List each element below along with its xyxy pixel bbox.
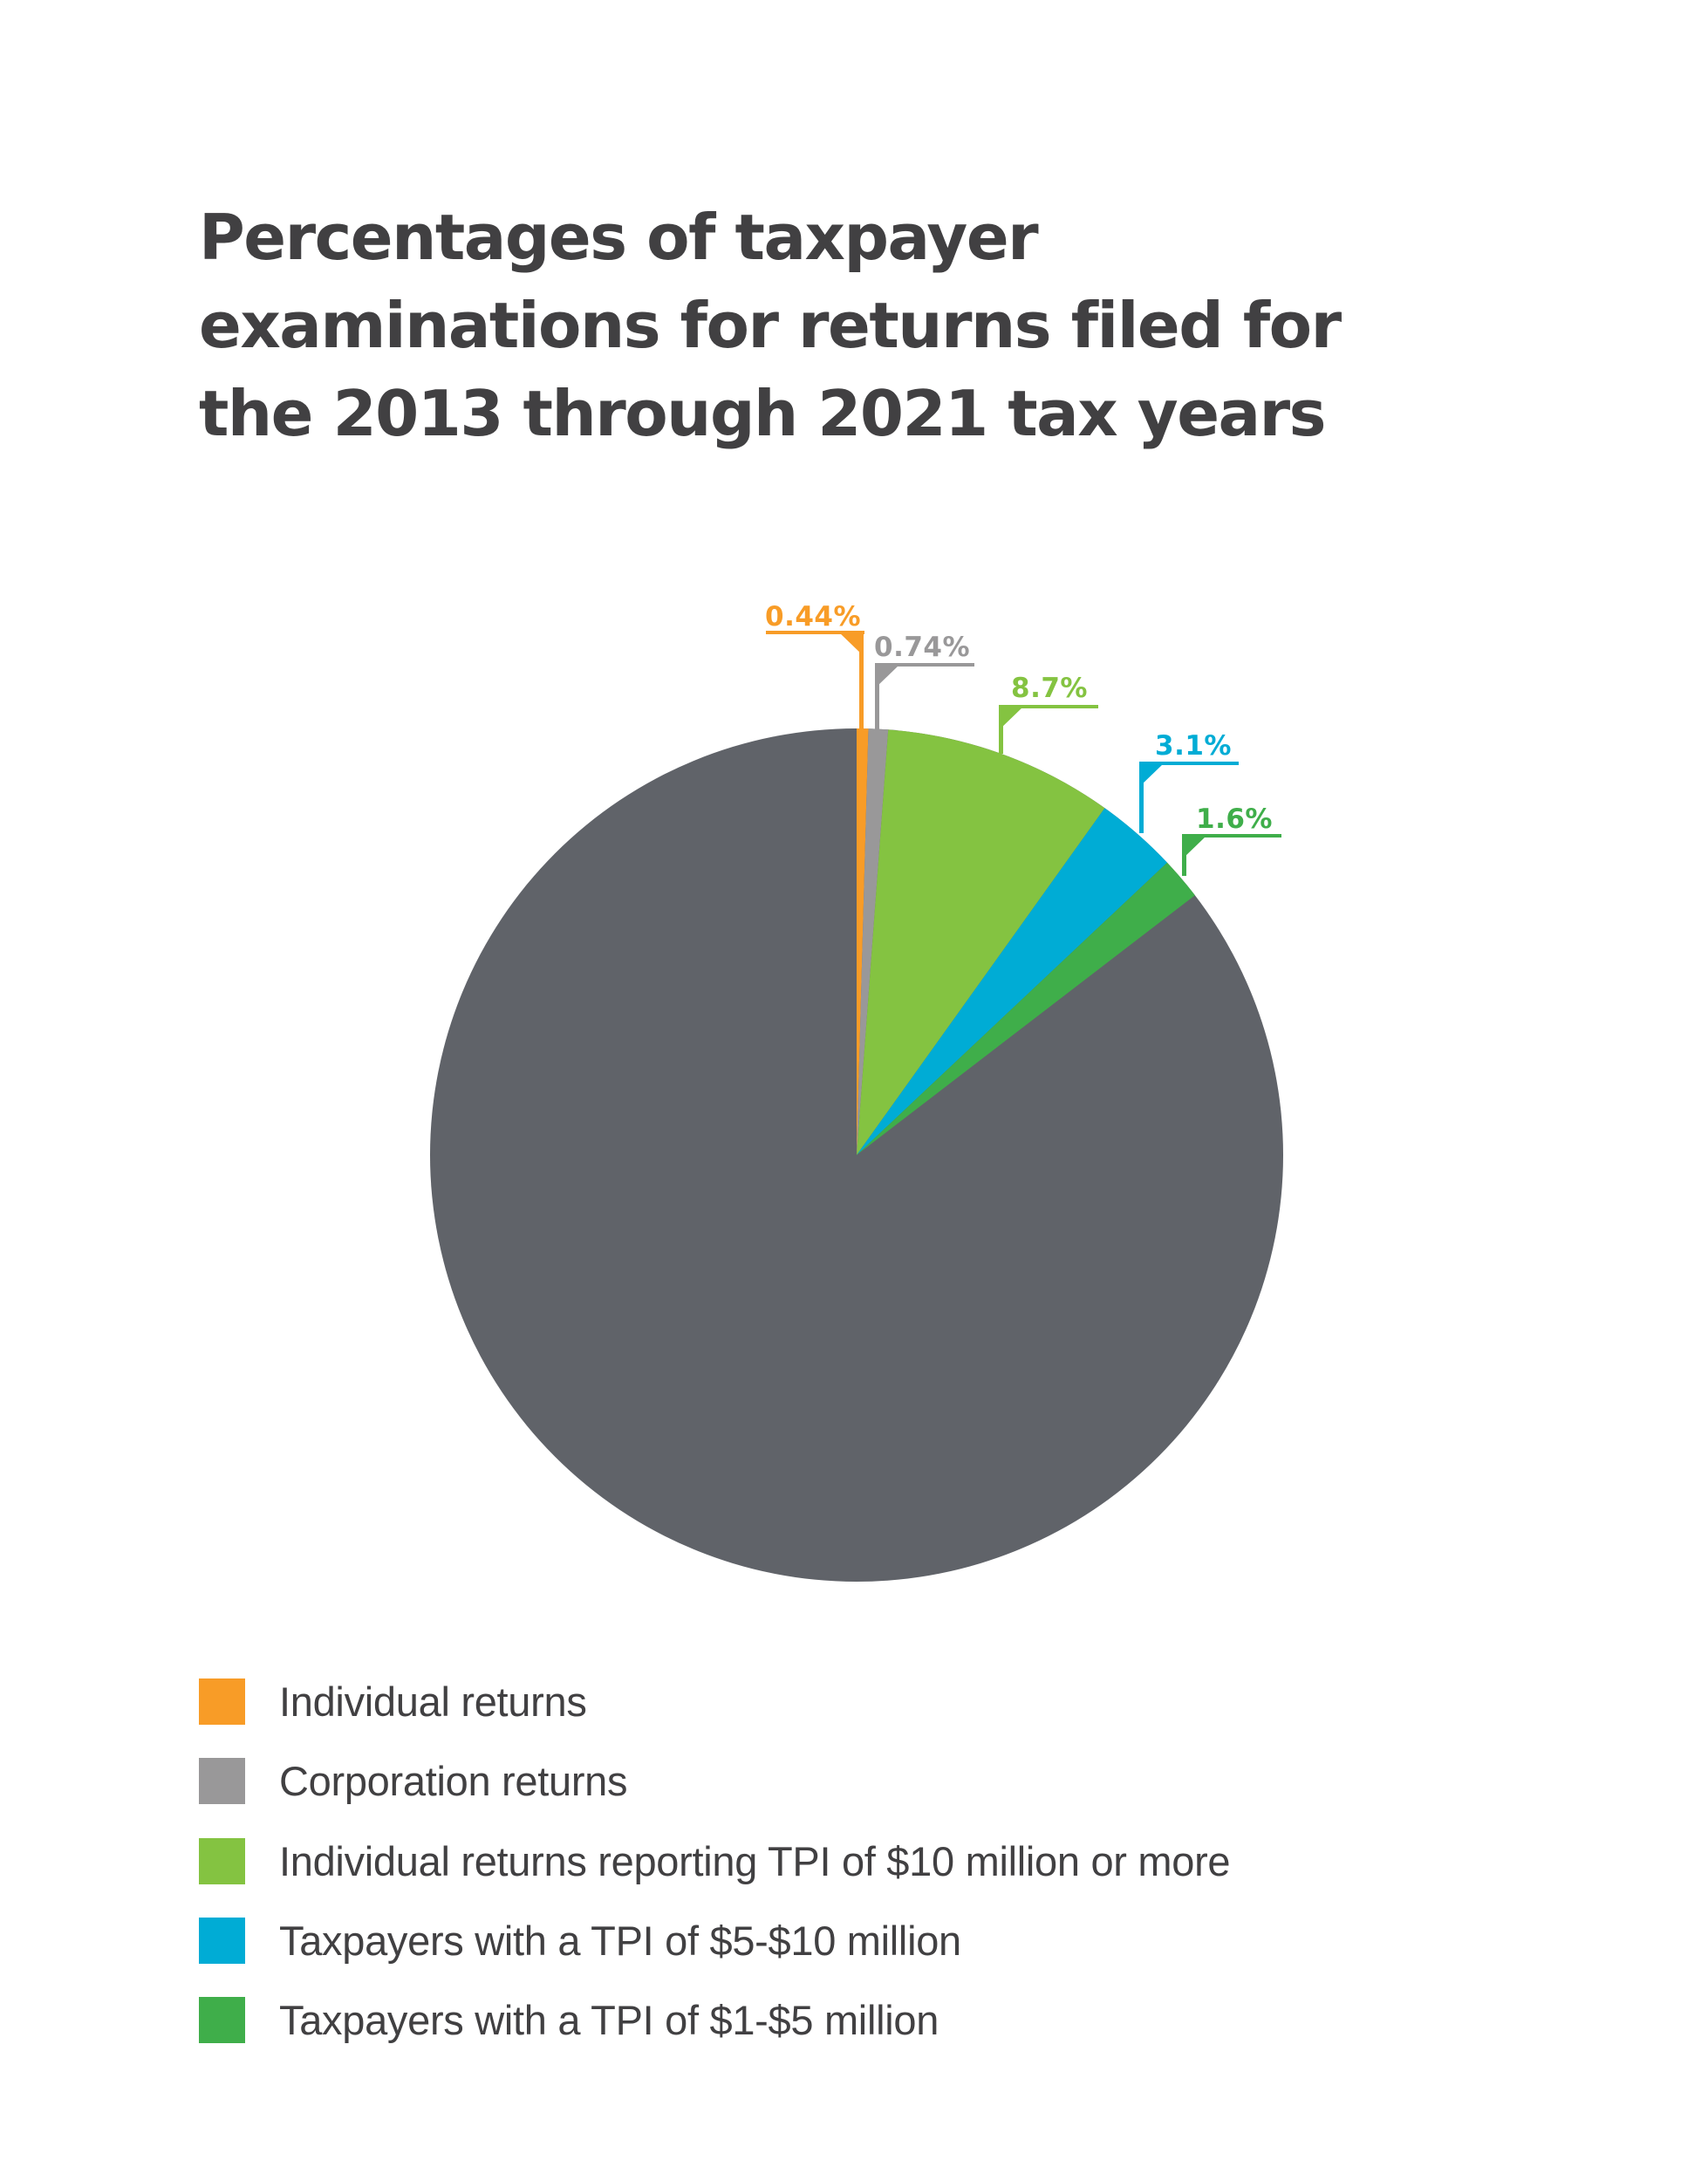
callout-leader-tpi-1-5m bbox=[1182, 834, 1281, 876]
pie-slice-individual-returns bbox=[857, 728, 869, 1155]
legend-item-tpi-1-5m: Taxpayers with a TPI of $1-$5 million bbox=[199, 1997, 1420, 2043]
callout-leader-tpi-5-10m bbox=[1139, 762, 1239, 833]
legend-swatch-icon bbox=[199, 1758, 245, 1804]
slice-label-tpi-5-10m: 3.1% bbox=[1155, 730, 1232, 762]
slice-label-tpi-10m-plus: 8.7% bbox=[1011, 673, 1088, 704]
slice-label-tpi-1-5m: 1.6% bbox=[1196, 803, 1273, 835]
legend-label: Individual returns bbox=[279, 1678, 587, 1725]
legend-item-corporation-returns: Corporation returns bbox=[199, 1758, 1420, 1804]
pie-slices bbox=[430, 728, 1283, 1582]
legend-swatch-icon bbox=[199, 1918, 245, 1964]
legend-item-tpi-5-10m: Taxpayers with a TPI of $5-$10 million bbox=[199, 1918, 1420, 1964]
legend-label: Taxpayers with a TPI of $5-$10 million bbox=[279, 1918, 961, 1964]
pie-slice-tpi-10m-plus bbox=[857, 729, 1105, 1155]
legend-item-individual-returns: Individual returns bbox=[199, 1678, 1420, 1725]
pie-slice-tpi-5-10m bbox=[857, 808, 1168, 1155]
slice-label-corporation-returns: 0.74% bbox=[874, 632, 971, 663]
legend-item-tpi-10m-plus: Individual returns reporting TPI of $10 … bbox=[199, 1838, 1420, 1884]
slice-label-individual-returns: 0.44% bbox=[765, 601, 862, 632]
chart-title-line-2: examinations for returns filed for bbox=[199, 289, 1342, 362]
legend-label: Taxpayers with a TPI of $1-$5 million bbox=[279, 1997, 939, 2043]
callout-leaders bbox=[766, 631, 1281, 876]
legend-swatch-icon bbox=[199, 1838, 245, 1884]
chart-title: Percentages of taxpayer examinations for… bbox=[199, 194, 1507, 458]
pie-slice-tpi-1-5m bbox=[857, 862, 1195, 1155]
callout-leader-corporation-returns bbox=[875, 663, 974, 729]
legend-swatch-icon bbox=[199, 1997, 245, 2043]
pie-slice-corporation-returns bbox=[857, 728, 889, 1155]
callout-leader-individual-returns bbox=[766, 631, 864, 729]
pie-chart bbox=[430, 631, 1283, 1582]
chart-title-line-3: the 2013 through 2021 tax years bbox=[199, 377, 1326, 450]
chart-title-line-1: Percentages of taxpayer bbox=[199, 201, 1039, 274]
callout-leader-tpi-10m-plus bbox=[999, 705, 1098, 754]
legend-label: Individual returns reporting TPI of $10 … bbox=[279, 1838, 1231, 1884]
legend-swatch-icon bbox=[199, 1678, 245, 1725]
legend-label: Corporation returns bbox=[279, 1758, 628, 1804]
